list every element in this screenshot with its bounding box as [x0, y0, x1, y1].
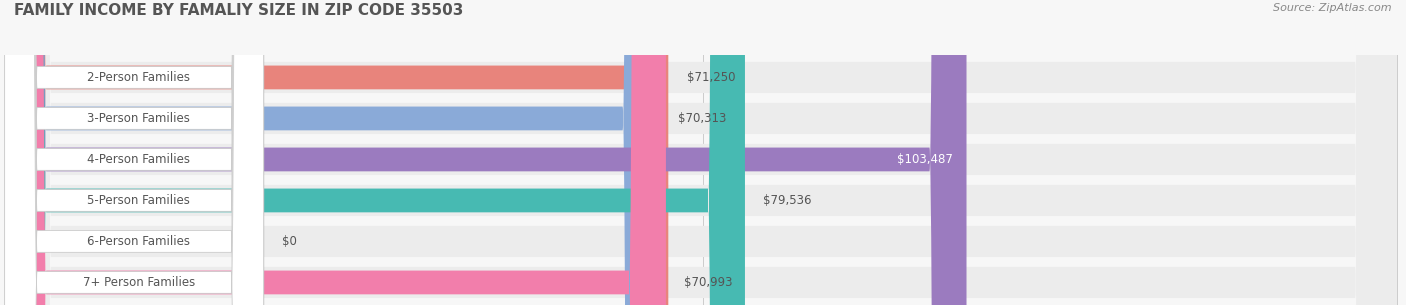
FancyBboxPatch shape: [10, 0, 666, 305]
FancyBboxPatch shape: [10, 0, 32, 305]
FancyBboxPatch shape: [10, 0, 1396, 305]
FancyBboxPatch shape: [4, 0, 264, 305]
Text: $71,250: $71,250: [686, 71, 735, 84]
Text: $0: $0: [283, 235, 297, 248]
Text: $103,487: $103,487: [897, 153, 953, 166]
Text: Source: ZipAtlas.com: Source: ZipAtlas.com: [1274, 3, 1392, 13]
FancyBboxPatch shape: [4, 0, 264, 305]
Text: 4-Person Families: 4-Person Families: [87, 153, 190, 166]
Text: $70,313: $70,313: [678, 112, 727, 125]
FancyBboxPatch shape: [4, 0, 264, 305]
FancyBboxPatch shape: [10, 0, 659, 305]
Text: $79,536: $79,536: [763, 194, 811, 207]
Text: 3-Person Families: 3-Person Families: [87, 112, 190, 125]
FancyBboxPatch shape: [10, 0, 668, 305]
FancyBboxPatch shape: [10, 0, 966, 305]
FancyBboxPatch shape: [4, 0, 264, 305]
FancyBboxPatch shape: [10, 0, 745, 305]
Text: FAMILY INCOME BY FAMALIY SIZE IN ZIP CODE 35503: FAMILY INCOME BY FAMALIY SIZE IN ZIP COD…: [14, 3, 464, 18]
Text: 5-Person Families: 5-Person Families: [87, 194, 190, 207]
FancyBboxPatch shape: [10, 0, 1396, 305]
FancyBboxPatch shape: [10, 0, 1396, 305]
FancyBboxPatch shape: [10, 0, 1396, 305]
Text: $70,993: $70,993: [685, 276, 733, 289]
Text: 2-Person Families: 2-Person Families: [87, 71, 190, 84]
Text: 7+ Person Families: 7+ Person Families: [83, 276, 195, 289]
FancyBboxPatch shape: [10, 0, 1396, 305]
Text: 6-Person Families: 6-Person Families: [87, 235, 190, 248]
FancyBboxPatch shape: [10, 0, 1396, 305]
FancyBboxPatch shape: [4, 0, 264, 305]
FancyBboxPatch shape: [4, 0, 264, 305]
